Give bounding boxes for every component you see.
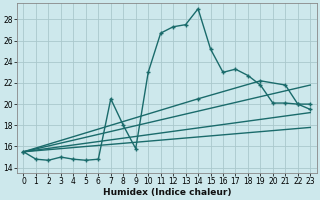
- X-axis label: Humidex (Indice chaleur): Humidex (Indice chaleur): [103, 188, 231, 197]
